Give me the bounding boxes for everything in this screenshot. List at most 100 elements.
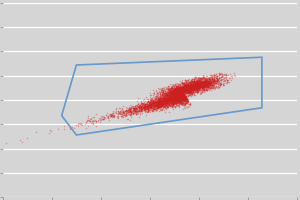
Point <box>177 89 182 92</box>
Point <box>154 103 159 106</box>
Point <box>183 87 188 90</box>
Point <box>191 85 196 88</box>
Point <box>177 92 182 95</box>
Point <box>180 97 185 100</box>
Point <box>178 97 183 100</box>
Point <box>194 84 198 87</box>
Point <box>173 90 178 93</box>
Point <box>184 96 188 99</box>
Point <box>167 84 171 87</box>
Point <box>161 103 166 107</box>
Point <box>167 100 172 103</box>
Point <box>188 85 193 88</box>
Point <box>210 86 215 89</box>
Point <box>174 87 179 90</box>
Point <box>199 84 204 87</box>
Point <box>184 87 189 90</box>
Point <box>181 97 186 100</box>
Point <box>152 105 156 108</box>
Point <box>190 83 194 86</box>
Point <box>194 84 198 87</box>
Point <box>166 91 170 94</box>
Point <box>166 97 171 100</box>
Point <box>200 85 205 88</box>
Point <box>201 86 206 89</box>
Point <box>181 90 185 93</box>
Point <box>187 84 192 87</box>
Point <box>154 102 159 105</box>
Point <box>199 90 204 94</box>
Point <box>182 94 187 97</box>
Point <box>186 100 190 103</box>
Point <box>194 84 199 87</box>
Point <box>146 101 151 104</box>
Point <box>167 95 171 98</box>
Point <box>196 83 200 86</box>
Point <box>154 97 159 100</box>
Point <box>188 86 193 89</box>
Point <box>200 84 205 87</box>
Point <box>186 86 191 90</box>
Point <box>126 108 131 111</box>
Point <box>196 85 200 88</box>
Point <box>200 83 205 86</box>
Point <box>168 87 173 90</box>
Point <box>169 102 174 105</box>
Point <box>176 85 180 88</box>
Point <box>203 77 208 80</box>
Point <box>185 87 190 90</box>
Point <box>139 102 143 105</box>
Point <box>196 83 201 86</box>
Point <box>177 92 182 95</box>
Point <box>196 84 200 87</box>
Point <box>180 91 184 95</box>
Point <box>182 95 187 98</box>
Point <box>212 73 217 76</box>
Point <box>178 98 183 101</box>
Point <box>160 94 165 98</box>
Point <box>200 82 205 86</box>
Point <box>168 98 173 101</box>
Point <box>161 100 166 103</box>
Point <box>169 95 174 98</box>
Point <box>170 88 175 92</box>
Point <box>188 85 192 88</box>
Point <box>202 85 207 88</box>
Point <box>190 86 194 89</box>
Point <box>128 108 132 111</box>
Point <box>201 76 206 79</box>
Point <box>176 97 181 100</box>
Point <box>170 100 175 103</box>
Point <box>196 84 201 87</box>
Point <box>203 78 208 81</box>
Point <box>182 96 186 99</box>
Point <box>156 100 161 104</box>
Point <box>144 104 149 108</box>
Point <box>191 85 196 88</box>
Point <box>91 119 95 122</box>
Point <box>182 87 187 91</box>
Point <box>182 88 187 91</box>
Point <box>167 86 172 90</box>
Point <box>150 103 155 106</box>
Point <box>190 86 195 89</box>
Point <box>61 127 66 131</box>
Point <box>190 86 195 89</box>
Point <box>180 91 185 94</box>
Point <box>180 86 185 89</box>
Point <box>197 83 202 87</box>
Point <box>182 88 186 91</box>
Point <box>178 90 183 93</box>
Point <box>185 87 190 90</box>
Point <box>183 87 188 90</box>
Point <box>190 91 194 94</box>
Point <box>187 88 191 91</box>
Point <box>160 100 164 103</box>
Point <box>191 85 196 88</box>
Point <box>158 92 163 95</box>
Point <box>190 79 195 83</box>
Point <box>187 86 192 89</box>
Point <box>200 82 205 85</box>
Point <box>186 86 191 90</box>
Point <box>184 86 189 89</box>
